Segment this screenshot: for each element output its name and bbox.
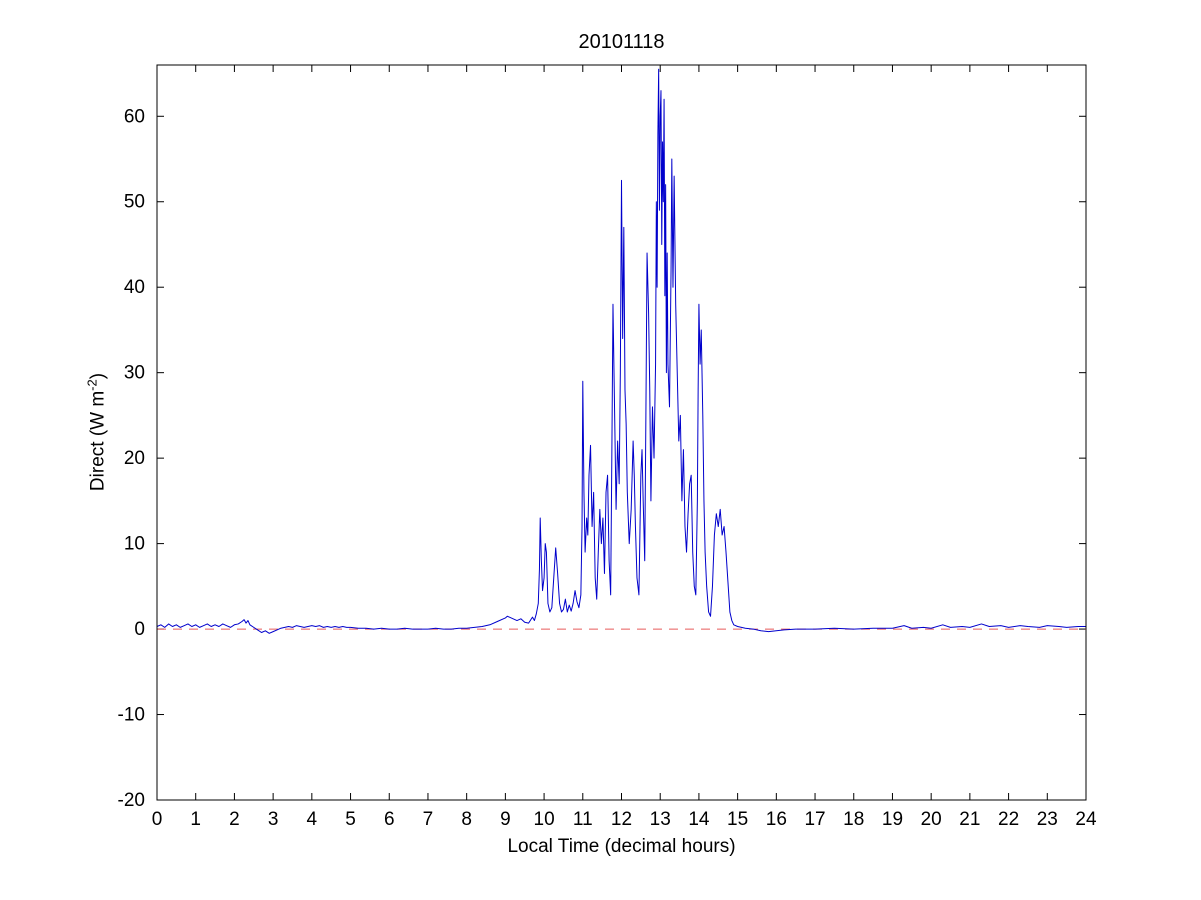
- x-tick-label: 23: [1037, 809, 1058, 830]
- y-tick-label: 10: [124, 534, 145, 555]
- x-tick-label: 2: [229, 809, 240, 830]
- x-tick-label: 5: [345, 809, 356, 830]
- y-axis-label-text: Direct (W m: [87, 390, 109, 492]
- y-tick-label: 50: [124, 192, 145, 213]
- x-tick-label: 10: [534, 809, 555, 830]
- x-tick-label: 20: [921, 809, 942, 830]
- data-series-line: [156, 68, 1086, 634]
- x-tick-label: 22: [998, 809, 1019, 830]
- x-tick-label: 3: [268, 809, 279, 830]
- x-tick-label: 21: [959, 809, 980, 830]
- x-tick-label: 6: [384, 809, 395, 830]
- x-tick-label: 13: [650, 809, 671, 830]
- y-tick-label: -20: [118, 790, 145, 811]
- axis-box: [156, 64, 1087, 801]
- x-tick-label: 17: [804, 809, 825, 830]
- x-tick-label: 8: [461, 809, 472, 830]
- y-tick-label: 0: [134, 619, 145, 640]
- x-tick-label: 19: [882, 809, 903, 830]
- x-tick-label: 9: [500, 809, 511, 830]
- x-tick-label: 4: [307, 809, 318, 830]
- x-tick-label: 14: [688, 809, 710, 830]
- y-tick-label: -10: [118, 705, 145, 726]
- x-tick-label: 18: [843, 809, 864, 830]
- x-tick-label: 1: [190, 809, 201, 830]
- x-tick-label: 11: [573, 809, 593, 830]
- chart-title: 20101118: [578, 31, 665, 53]
- x-tick-label: 24: [1075, 809, 1097, 830]
- x-tick-label: 12: [611, 809, 632, 830]
- x-tick-label: 7: [423, 809, 434, 830]
- x-tick-label: 16: [766, 809, 787, 830]
- x-tick-label: 15: [727, 809, 748, 830]
- y-axis-label-exponent: -2: [84, 379, 100, 391]
- y-tick-label: 20: [124, 448, 145, 469]
- y-tick-label: 40: [124, 277, 145, 298]
- x-tick-label: 0: [152, 809, 163, 830]
- y-axis-label-close: ): [87, 372, 109, 380]
- x-axis-label: Local Time (decimal hours): [507, 836, 736, 857]
- y-tick-label: 60: [124, 106, 145, 127]
- y-axis-label: Direct (W m-2): [84, 373, 109, 491]
- y-tick-label: 30: [124, 363, 145, 384]
